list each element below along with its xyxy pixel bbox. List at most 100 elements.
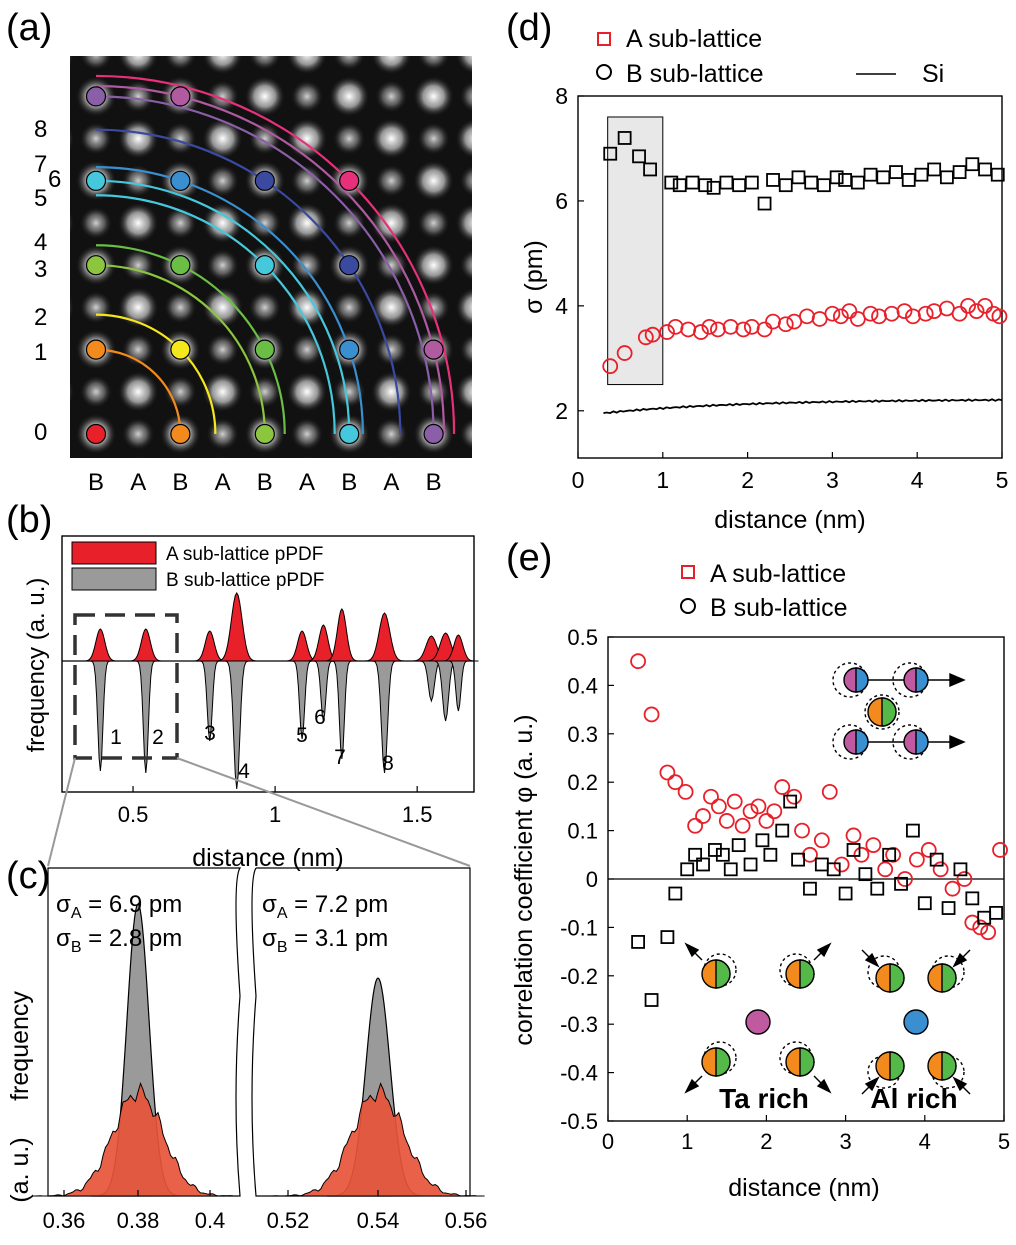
point-a-sublattice [765,313,781,330]
point-b-sublattice [617,131,632,145]
x-tick-label: 1 [269,802,281,827]
x-tick-label: 5 [998,1129,1010,1154]
atom-column [79,206,113,240]
atom-column [332,290,367,325]
marker-dot [85,255,107,276]
svg-text:σB = 2.8 pm: σB = 2.8 pm [56,925,182,956]
ppdf-b-peak [212,660,261,790]
atom-column [163,290,198,325]
point-a-sublattice [802,846,818,863]
atom-column [374,248,409,283]
atom-column [247,206,282,240]
point-a-sublattice [710,321,726,338]
x-tick-label: 0.52 [267,1208,310,1233]
point-b-sublattice [632,149,646,164]
point-b-sublattice [965,157,980,172]
marker-dot [85,423,107,445]
point-b-sublattice [846,843,861,857]
y-tick-label: -0.5 [560,1109,598,1134]
point-b-sublattice [698,178,713,193]
sigma-a-value: = 7.2 pm [287,891,388,918]
point-a-sublattice [799,308,815,325]
panel-d-label: (d) [506,7,552,49]
atom-column [501,459,535,493]
point-b-sublattice [732,178,747,193]
peak-label: 3 [204,722,216,745]
atom-column [243,75,286,118]
point-a-sublattice [677,783,694,800]
atom-column [244,0,286,33]
atom-column [328,0,370,33]
atom-column [458,79,472,113]
point-b-sublattice [708,843,722,857]
atom-column [79,56,113,72]
atom-column [70,125,75,152]
svg-text:σA = 7.2 pm: σA = 7.2 pm [262,891,388,922]
column-label: B [88,469,104,496]
point-a-sublattice [964,914,981,931]
peak-label: 2 [152,726,164,749]
point-a-sublattice [734,817,751,834]
atom-column [290,79,324,114]
point-b-sublattice [939,170,954,185]
atom-column [501,122,535,156]
point-a-sublattice [659,324,675,340]
atom-column [497,413,539,455]
x-tick-label: 5 [996,467,1009,493]
atom-column [286,202,328,244]
atom-column [163,56,198,72]
atom-column [201,117,244,160]
marker-dot [423,423,444,445]
sigma-b-value: = 2.8 pm [81,925,182,952]
inset-ta-rich-label: Ta rich [719,1083,809,1114]
point-a-sublattice [637,329,654,346]
atom-column [416,121,451,156]
point-a-sublattice [968,303,985,320]
panel-a-label: (a) [6,7,52,49]
x-tick-label: 0.56 [445,1208,488,1233]
point-a-sublattice [992,842,1008,858]
panel-b-legend: A sub-lattice pPDF B sub-lattice pPDF [71,541,324,591]
point-b-sublattice [688,847,703,862]
point-b-sublattice [952,165,967,179]
atom-column [163,121,198,156]
peak-label: 8 [382,752,394,775]
atom-column [117,202,160,244]
atom-column [201,56,244,76]
column-label: A [130,469,146,496]
atom-column [206,0,240,29]
point-a-sublattice [897,871,913,887]
x-tick-label: 2 [760,1129,772,1154]
peak-label: 4 [238,760,250,783]
inset-ta-rich [684,942,832,1094]
point-b-sublattice [643,162,657,177]
point-b-sublattice [680,862,695,877]
point-a-sublattice [726,793,743,810]
legend-swatch-a-ppdf [71,541,157,565]
point-b-sublattice [696,857,710,872]
atom-column [497,329,539,371]
atom-column [290,163,324,198]
point-a-sublattice [951,305,968,322]
point-a-sublattice [680,321,697,338]
point-a-sublattice [991,308,1008,325]
atom-column [454,56,472,75]
atom-column [70,91,71,102]
atom-column [370,202,413,244]
atom-column [374,332,409,367]
atom-column [370,56,413,76]
marker-dot [85,339,107,360]
y-tick-label: 0.1 [567,819,598,844]
inset-al-rich-label: Al rich [870,1083,957,1114]
y-tick-label: -0.1 [560,915,598,940]
atom-column [286,117,328,160]
column-label: B [341,469,357,496]
sigma-b-sub: B [71,939,82,956]
point-b-sublattice [803,881,817,896]
atom-icon [903,1009,929,1035]
point-a-sublattice [774,779,791,795]
point-a-sublattice [832,308,849,325]
atom-column [117,56,160,76]
point-a-sublattice [980,924,997,941]
